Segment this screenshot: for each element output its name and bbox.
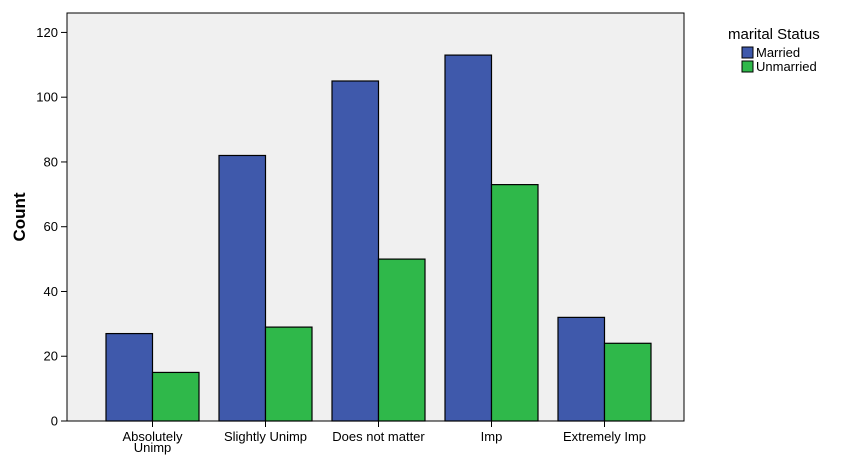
legend-title: marital Status <box>728 26 820 43</box>
y-tick-label: 120 <box>36 25 58 40</box>
y-axis-title: Count <box>10 192 29 241</box>
x-tick-label: Does not matter <box>332 429 425 444</box>
y-axis: 0 20 40 60 80 100 120 <box>36 25 67 429</box>
legend-label-unmarried: Unmarried <box>756 59 817 74</box>
y-tick-label: 20 <box>44 349 58 364</box>
bars <box>105 54 652 422</box>
bar-married-1 <box>218 154 267 422</box>
y-tick-label: 0 <box>51 414 58 429</box>
x-tick-label: Extremely Imp <box>563 429 646 444</box>
bar-married-0 <box>105 332 154 422</box>
legend-swatch-unmarried <box>741 60 754 73</box>
bar-unmarried-4 <box>603 342 652 422</box>
y-tick-label: 80 <box>44 154 58 169</box>
bar-married-3 <box>444 54 493 422</box>
x-tick-label: Imp <box>481 429 503 444</box>
bar-unmarried-3 <box>490 184 539 422</box>
x-tick-label: Absolutely <box>123 429 183 444</box>
bar-unmarried-2 <box>377 258 426 422</box>
y-tick-label: 60 <box>44 219 58 234</box>
bar-married-4 <box>557 316 606 422</box>
bar-unmarried-1 <box>264 326 313 422</box>
x-tick-label: Unimp <box>134 440 172 455</box>
y-tick-label: 40 <box>44 284 58 299</box>
legend-label-married: Married <box>756 45 800 60</box>
bar-unmarried-0 <box>151 371 200 422</box>
legend-swatch-married <box>741 46 754 59</box>
y-tick-label: 100 <box>36 90 58 105</box>
bar-married-2 <box>331 80 380 422</box>
x-tick-label: Slightly Unimp <box>224 429 307 444</box>
